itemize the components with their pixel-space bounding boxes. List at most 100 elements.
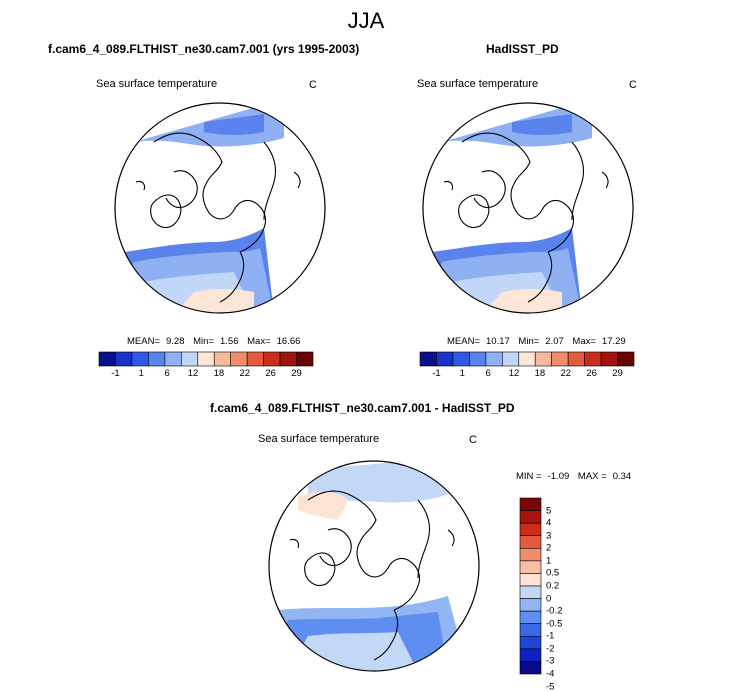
panel-1-colorbar: [98, 351, 314, 367]
panel-1-colorbar-tick: 22: [239, 368, 251, 379]
panel-3-colorbar-tick: 5: [546, 505, 552, 517]
panel-2-colorbar-box-2: [452, 351, 470, 367]
panel-2-colorbar-tick: 18: [534, 368, 546, 379]
panel-2-colorbar-box-10: [584, 351, 602, 367]
panel-2-max: 17.29: [601, 336, 626, 347]
panel-3-colorbar-tick: 0: [546, 593, 552, 605]
panel-1-colorbar-box-3: [148, 351, 166, 367]
map-1-coastline-5: [263, 141, 277, 221]
panel-3-colorbar-box-7: [519, 585, 542, 599]
map-1-coastline-2: [150, 194, 182, 229]
panel-1-colorbar-box-4: [164, 351, 182, 367]
map-3-border: [268, 460, 480, 672]
panel-3-colorbar-tick: -5: [546, 681, 555, 692]
panel-1-stats: MEAN= 9.28 Min= 1.56 Max= 16.66: [127, 336, 301, 347]
panel-3-colorbar-tick: 2: [546, 542, 552, 554]
panel-3-colorbar-box-6: [519, 573, 542, 587]
map-2-sst-region-1: [512, 114, 572, 135]
panel-1-colorbar-tick: 29: [291, 368, 302, 379]
panel-2-units: C: [629, 79, 637, 91]
map-2-coastline-0: [461, 132, 531, 215]
panel-1-colorbar-tick: -1: [111, 368, 120, 379]
panel-1-mean: 9.28: [166, 336, 185, 347]
panel-3-colorbar-tick: -0.5: [546, 618, 563, 630]
panel-2-colorbar-box-8: [551, 351, 569, 367]
panel-1-colorbar-box-1: [115, 351, 133, 367]
panel-3-stats: MIN = -1.09 MAX = 0.34: [516, 471, 632, 482]
panel-3-colorbar-box-2: [519, 522, 542, 537]
map-3-coastline-6: [289, 538, 300, 549]
map-3-sst-region-4: [288, 632, 418, 671]
panel-1-map: [114, 102, 326, 314]
panel-2-mean: 10.17: [486, 336, 510, 347]
panel-1-colorbar-box-8: [230, 351, 248, 367]
panel-2-map: [422, 102, 634, 314]
panel-2-colorbar-box-0: [419, 351, 437, 367]
panel-1-colorbar-box-10: [263, 351, 281, 367]
panel-3-colorbar-tick: -1: [546, 630, 555, 642]
panel-1-colorbar-box-7: [213, 351, 231, 367]
panel-3-colorbar-tick: 1: [546, 555, 552, 567]
panel-1-colorbar-tick: 1: [138, 368, 144, 379]
panel-1-colorbar-box-9: [246, 351, 264, 367]
map-1-sst-region-1: [204, 114, 264, 135]
map-1-sst-region-5: [174, 289, 254, 313]
panel-2-colorbar-tick: 1: [459, 368, 465, 379]
panel-3-colorbar-box-13: [519, 661, 542, 675]
map-1-border: [114, 102, 326, 314]
map-2-coastline-7: [601, 171, 609, 189]
map-3-coastline-3: [363, 557, 421, 611]
panel-2-colorbar-box-6: [518, 351, 536, 367]
panel-2-stats: MEAN= 10.17 Min= 2.07 Max= 17.29: [447, 336, 626, 347]
map-1-coastline-3: [209, 199, 267, 253]
panel-3-colorbar-tick: 0.5: [546, 567, 560, 579]
panel-2-colorbar-box-1: [436, 351, 454, 367]
map-2-coastline-6: [443, 180, 454, 191]
panel-1-min: 1.56: [220, 336, 239, 347]
panel-3-colorbar-box-11: [519, 635, 542, 650]
panel-3-colorbar-tick: -0.2: [546, 605, 563, 617]
panel-3-colorbar-box-12: [519, 648, 542, 662]
panel-3-colorbar-box-1: [519, 510, 542, 524]
map-1-coastline-6: [135, 180, 146, 191]
panel-1-colorbar-tick: 26: [265, 368, 276, 379]
panel-3-colorbar-box-10: [519, 623, 542, 637]
panel-2-min: 2.07: [545, 336, 564, 347]
panel-2-colorbar-box-11: [600, 351, 618, 367]
map-1-coastline-1: [165, 170, 198, 209]
map-1-coastline-4: [219, 251, 245, 303]
panel-1-colorbar-box-5: [181, 351, 199, 367]
panel-3-colorbar-box-4: [519, 547, 542, 562]
panel-2-colorbar-tick: 22: [560, 368, 572, 379]
panel-2-title: HadISST_PD: [486, 42, 559, 56]
panel-1-colorbar-box-0: [98, 351, 116, 367]
panel-2-colorbar-tick: -1: [432, 368, 441, 379]
panel-2-colorbar-box-5: [502, 351, 520, 367]
map-3-coastline-0: [307, 490, 377, 573]
panel-2-colorbar-tick: 26: [586, 368, 597, 379]
panel-3-colorbar-tick: 0.2: [546, 580, 560, 592]
panel-3-colorbar-box-9: [519, 610, 542, 625]
panel-1-units: C: [309, 79, 317, 91]
map-2-coastline-1: [473, 170, 506, 209]
panel-1-colorbar-box-6: [197, 351, 215, 367]
map-2-coastline-2: [458, 194, 490, 229]
map-3-coastline-4: [373, 609, 399, 661]
panel-1-colorbar-tick: 18: [213, 368, 225, 379]
panel-3-colorbar: [519, 497, 542, 675]
panel-1-colorbar-ticks: -1 1 6 12 18 22 26 29: [99, 368, 313, 380]
panel-1-title: f.cam6_4_089.FLTHIST_ne30.cam7.001 (yrs …: [48, 42, 360, 56]
panel-2-colorbar-box-9: [567, 351, 585, 367]
season-title: JJA: [347, 8, 385, 33]
map-3-coastline-5: [417, 499, 431, 579]
panel-2-colorbar-box-7: [534, 351, 552, 367]
panel-3-title: f.cam6_4_089.FLTHIST_ne30.cam7.001 - Had…: [210, 401, 515, 415]
panel-2-colorbar-box-3: [469, 351, 487, 367]
map-1-coastline-7: [293, 171, 301, 189]
map-3-coastline-2: [304, 552, 336, 587]
panel-2-colorbar-tick: 6: [485, 368, 491, 379]
panel-3-colorbar-tick: 4: [546, 517, 552, 529]
panel-2-colorbar-tick: 29: [612, 368, 623, 379]
map-3-coastline-1: [319, 528, 352, 567]
panel-3-colorbar-box-0: [519, 497, 542, 511]
